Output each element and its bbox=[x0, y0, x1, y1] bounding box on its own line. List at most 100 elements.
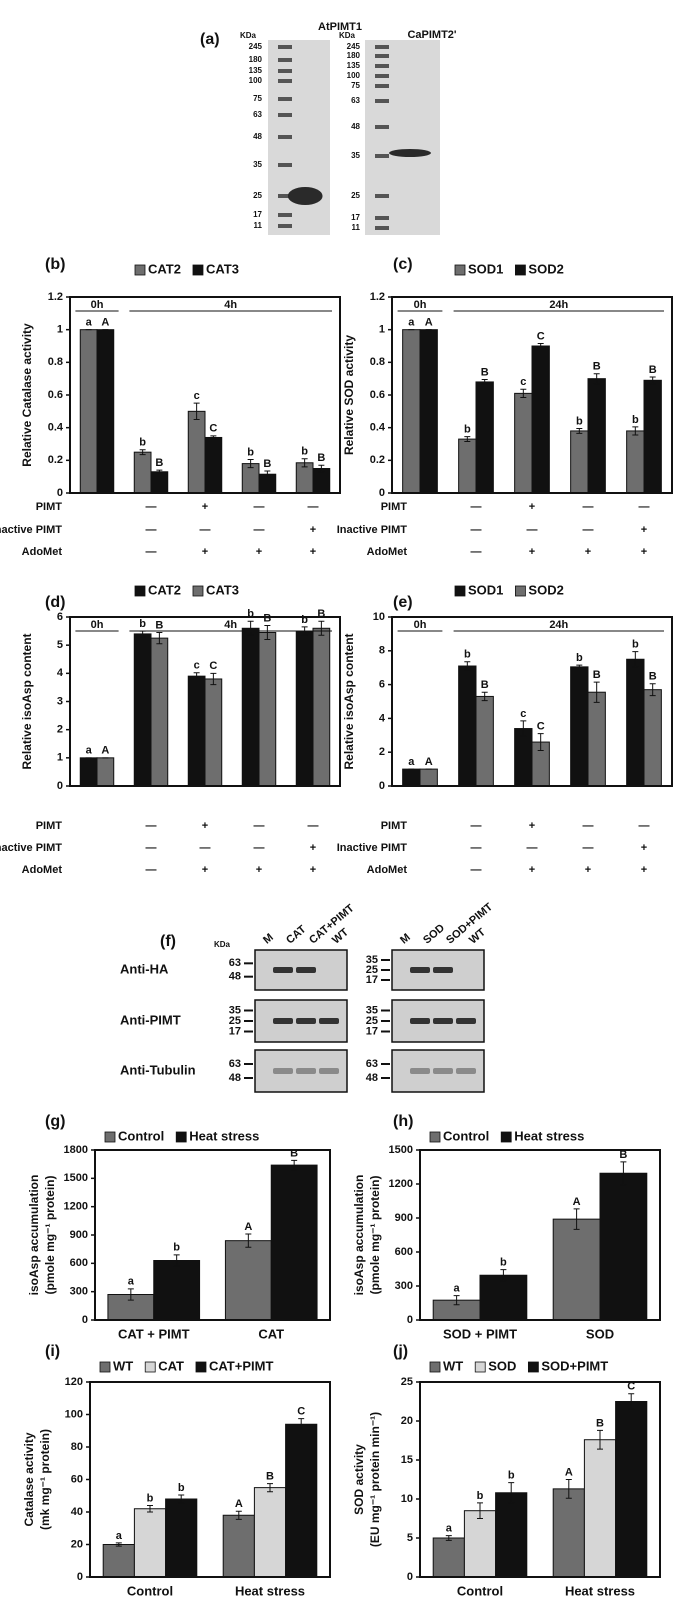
significance-letter: a bbox=[454, 1283, 461, 1295]
error-bar bbox=[139, 449, 146, 456]
treatment-label: AdoMet bbox=[367, 546, 408, 558]
significance-letter: A bbox=[101, 745, 109, 757]
blot-band bbox=[296, 1068, 316, 1074]
significance-letter: b bbox=[147, 1492, 154, 1504]
significance-letter: b bbox=[632, 639, 639, 651]
error-bar bbox=[520, 388, 527, 398]
ladder-band bbox=[278, 45, 292, 49]
y-tick-label: 600 bbox=[395, 1246, 413, 1258]
ladder-band bbox=[278, 58, 292, 62]
significance-letter: b bbox=[576, 415, 583, 427]
legend-swatch bbox=[454, 264, 466, 276]
y-tick-label: 2 bbox=[57, 724, 63, 736]
bar bbox=[419, 768, 438, 787]
plot-frame bbox=[419, 1149, 661, 1321]
bar bbox=[187, 410, 206, 494]
significance-letter: B bbox=[619, 1149, 627, 1161]
y-tick-label: 1200 bbox=[389, 1178, 413, 1190]
significance-letter: B bbox=[317, 608, 325, 620]
significance-letter: C bbox=[297, 1405, 305, 1417]
y-tick-label: 10 bbox=[373, 611, 385, 623]
treatment-mark: + bbox=[310, 842, 316, 854]
blot-band bbox=[273, 967, 293, 973]
bar bbox=[133, 633, 152, 787]
panel-label: (j) bbox=[393, 1343, 408, 1360]
blot-band bbox=[319, 1018, 339, 1024]
significance-letter: C bbox=[209, 423, 217, 435]
significance-letter: C bbox=[537, 330, 545, 342]
x-tick-label: SOD + PIMT bbox=[443, 1326, 517, 1341]
legend-label: CAT2 bbox=[148, 261, 181, 276]
blot-band bbox=[296, 967, 316, 973]
error-bar bbox=[576, 427, 583, 434]
bar bbox=[626, 658, 645, 787]
y-tick-label: 0.4 bbox=[48, 422, 64, 434]
significance-letter: A bbox=[425, 317, 433, 329]
treatment-label: PIMT bbox=[381, 501, 408, 513]
bar bbox=[241, 627, 260, 787]
bar bbox=[187, 675, 206, 787]
marker-label: 135 bbox=[347, 61, 361, 70]
error-bar bbox=[147, 1505, 153, 1513]
treatment-label: AdoMet bbox=[367, 864, 408, 876]
ladder-band bbox=[375, 84, 389, 88]
treatment-mark: — bbox=[308, 820, 319, 832]
blot-band bbox=[433, 1018, 453, 1024]
ladder-band bbox=[278, 213, 292, 217]
treatment-mark: — bbox=[308, 501, 319, 513]
x-tick-label: Heat stress bbox=[565, 1583, 635, 1598]
legend-label: SOD2 bbox=[528, 582, 563, 597]
significance-letter: b bbox=[464, 649, 471, 661]
y-axis-label: SOD activity bbox=[352, 1444, 366, 1515]
y-tick-label: 100 bbox=[65, 1408, 83, 1420]
significance-letter: B bbox=[593, 361, 601, 373]
error-bar bbox=[593, 681, 600, 703]
bar bbox=[587, 378, 606, 494]
y-tick-label: 40 bbox=[71, 1506, 83, 1518]
error-bar bbox=[210, 435, 217, 440]
y-tick-label: 5 bbox=[57, 639, 63, 651]
bar bbox=[458, 665, 477, 787]
bar bbox=[204, 436, 223, 494]
significance-letter: A bbox=[244, 1221, 252, 1233]
blot-band bbox=[319, 1068, 339, 1074]
bar bbox=[531, 345, 550, 494]
significance-letter: b bbox=[301, 446, 308, 458]
error-bar bbox=[318, 464, 325, 473]
treatment-mark: + bbox=[256, 546, 262, 558]
y-axis-label: Relative Catalase activity bbox=[20, 323, 34, 467]
panel-label: (c) bbox=[393, 256, 413, 273]
error-bar bbox=[291, 1159, 298, 1171]
marker-label: 48 bbox=[351, 122, 360, 131]
treatment-label: AdoMet bbox=[22, 864, 63, 876]
marker-label: 25 bbox=[253, 191, 262, 200]
legend-swatch bbox=[192, 264, 204, 276]
y-tick-label: 20 bbox=[401, 1415, 413, 1427]
y-tick-label: 0.4 bbox=[370, 422, 386, 434]
period-label: 24h bbox=[549, 619, 568, 631]
bar bbox=[258, 631, 277, 787]
blot-band bbox=[410, 967, 430, 973]
legend-label: Control bbox=[118, 1128, 164, 1143]
period-label: 0h bbox=[414, 619, 427, 631]
period-label: 4h bbox=[224, 619, 237, 631]
marker-label: 63 bbox=[253, 110, 262, 119]
blot-band bbox=[273, 1068, 293, 1074]
significance-letter: B bbox=[155, 457, 163, 469]
bar bbox=[165, 1498, 198, 1578]
error-bar bbox=[247, 620, 254, 636]
ladder-band bbox=[375, 99, 389, 103]
treatment-mark: — bbox=[471, 864, 482, 876]
treatment-mark: — bbox=[200, 842, 211, 854]
treatment-mark: — bbox=[254, 501, 265, 513]
legend-swatch bbox=[192, 585, 204, 597]
error-bar bbox=[264, 624, 271, 641]
marker-label: 100 bbox=[249, 76, 263, 85]
error-bar bbox=[477, 1502, 483, 1519]
blot-band bbox=[410, 1018, 430, 1024]
marker-label: 17 bbox=[366, 974, 378, 986]
legend-swatch bbox=[527, 1361, 539, 1373]
marker-label: 48 bbox=[229, 1072, 241, 1084]
error-bar bbox=[593, 373, 600, 385]
y-tick-label: 60 bbox=[71, 1473, 83, 1485]
